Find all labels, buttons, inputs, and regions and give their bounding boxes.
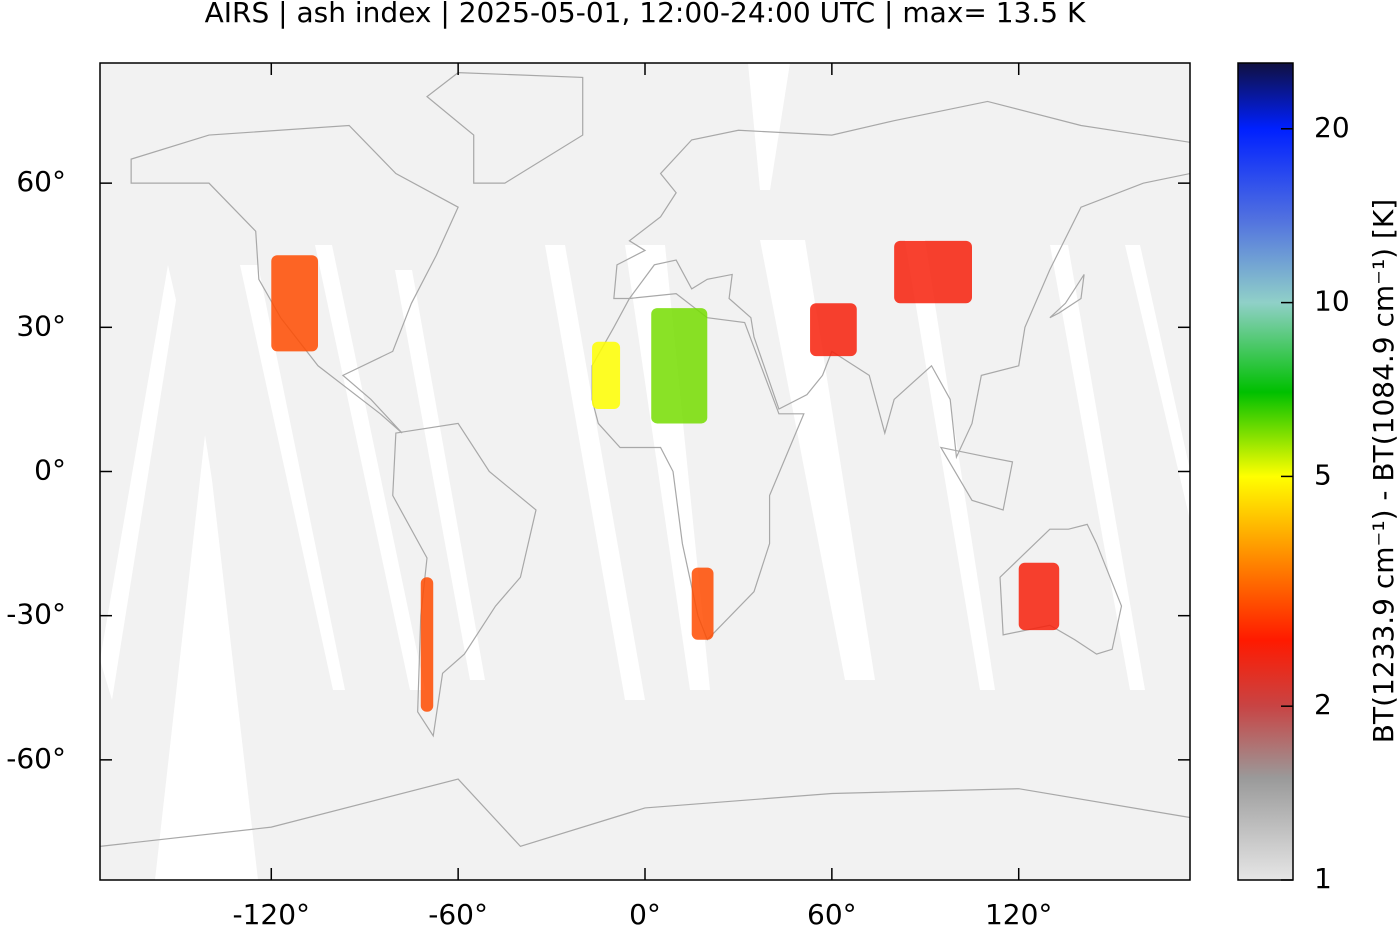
coastline: [613, 100, 1190, 460]
y-tick-label: 0°: [34, 454, 66, 487]
swath-gap: [395, 270, 485, 680]
y-tick-label: 30°: [16, 309, 66, 342]
y-tick-label: -30°: [6, 598, 66, 631]
swath-gap: [155, 435, 258, 880]
colorbar-tick-label: 2: [1314, 688, 1332, 721]
coastline: [426, 72, 584, 184]
swath-gap: [1125, 245, 1190, 520]
colorbar-tick-label: 20: [1314, 111, 1350, 144]
swath-gap: [748, 63, 790, 190]
ash-region: [691, 567, 714, 640]
ash-regions: [271, 240, 1060, 712]
swaths: [100, 63, 1190, 880]
ash-region: [420, 577, 434, 712]
ash-region: [592, 341, 621, 410]
x-tick-label: -60°: [428, 898, 488, 930]
swath-gap: [905, 240, 995, 690]
coastline: [392, 422, 537, 738]
ash-region: [651, 308, 708, 424]
x-tick-label: 60°: [807, 898, 857, 930]
coastline: [939, 446, 1014, 511]
swath-gap: [100, 265, 176, 700]
ash-region: [1018, 562, 1060, 631]
swath-gap: [240, 265, 345, 690]
swath-gap: [315, 245, 425, 690]
ash-region: [810, 303, 857, 357]
colorbar-tick-label: 1: [1314, 862, 1332, 895]
ash-region: [271, 255, 318, 352]
coastline: [1049, 274, 1085, 319]
chart-title: AIRS | ash index | 2025-05-01, 12:00-24:…: [205, 0, 1086, 29]
swath-gap: [625, 245, 710, 690]
swath-gap: [545, 245, 645, 700]
y-tick-label: 60°: [16, 165, 66, 198]
colorbar-tick-label: 10: [1314, 285, 1350, 318]
colorbar-tick-label: 5: [1314, 458, 1332, 491]
colorbar: [1237, 62, 1294, 881]
ash-region: [894, 240, 972, 304]
swath-gap: [760, 240, 875, 680]
coastline: [591, 293, 805, 641]
coastline: [100, 778, 1190, 848]
colorbar-label: BT(1233.9 cm⁻¹) - BT(1084.9 cm⁻¹) [K]: [1367, 199, 1400, 743]
coastline: [130, 124, 459, 434]
x-tick-label: 0°: [629, 898, 661, 930]
y-tick-label: -60°: [6, 742, 66, 775]
swath-gap: [1050, 245, 1145, 690]
map-background: [100, 63, 1190, 880]
x-tick-label: -120°: [233, 898, 311, 930]
x-tick-label: 120°: [985, 898, 1052, 930]
